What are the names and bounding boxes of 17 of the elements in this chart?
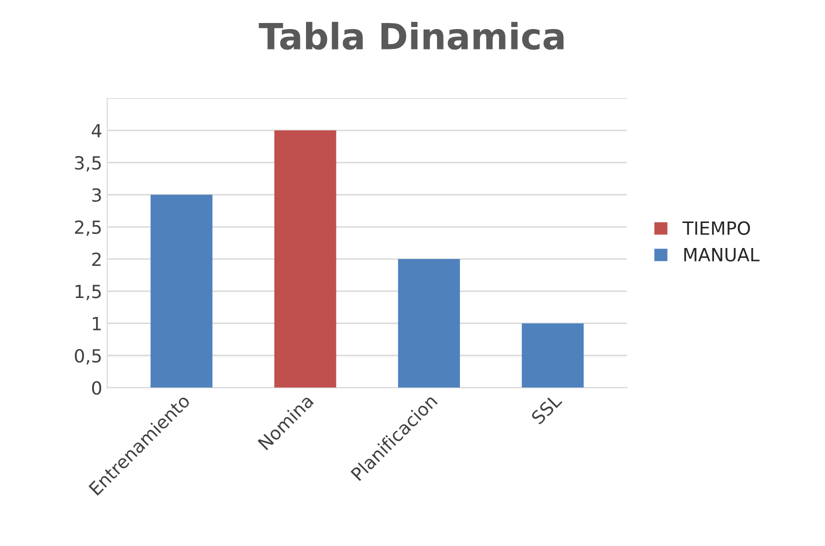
chart-title: Tabla Dinamica bbox=[258, 22, 564, 50]
bar bbox=[522, 323, 584, 388]
y-tick-label: 1,5 bbox=[76, 284, 101, 300]
y-tick-label: 2 bbox=[92, 252, 101, 266]
y-tick-label: 3 bbox=[92, 188, 101, 202]
bar bbox=[398, 259, 460, 388]
y-tick-label: 4 bbox=[92, 124, 102, 138]
y-tick-label: 1 bbox=[92, 317, 101, 330]
y-tick-label: 3,5 bbox=[75, 156, 101, 172]
y-tick-label: 2,5 bbox=[75, 220, 101, 236]
legend-label: MANUAL bbox=[684, 248, 760, 262]
bar bbox=[274, 130, 336, 388]
bar bbox=[150, 194, 212, 388]
x-tick-label: SSL bbox=[530, 392, 563, 425]
legend-label: TIEMPO bbox=[682, 221, 750, 235]
y-tick-label: 0,5 bbox=[74, 348, 101, 364]
y-tick-label: 0 bbox=[92, 381, 102, 395]
